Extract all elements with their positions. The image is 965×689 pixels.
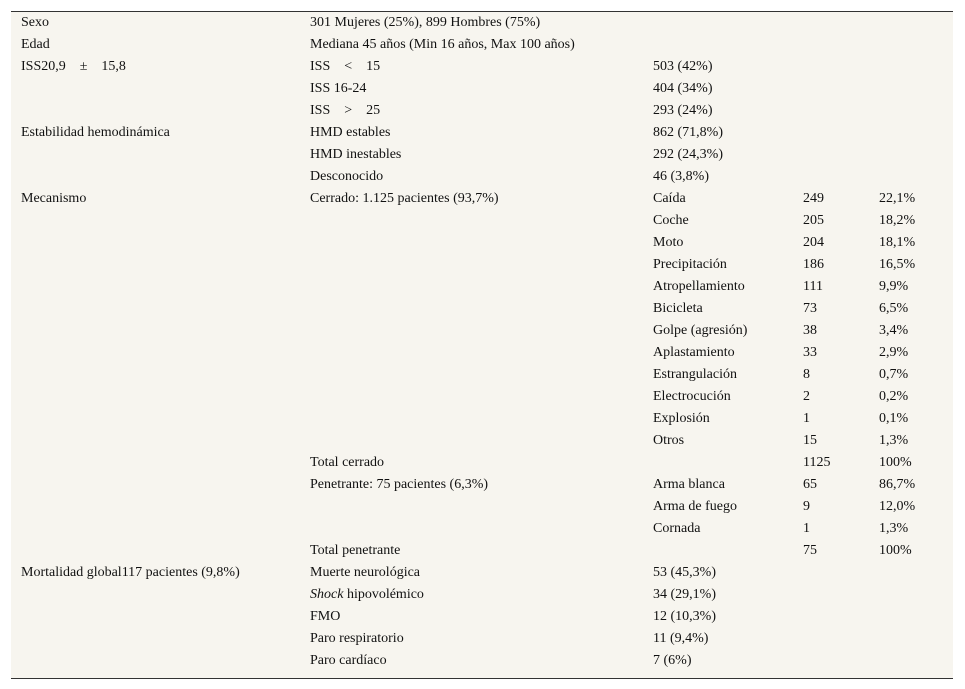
- table-cell: Arma blanca: [653, 477, 725, 492]
- table-cell: 0,7%: [879, 367, 909, 382]
- table-cell: 18,1%: [879, 235, 916, 250]
- table-cell: Muerte neurológica: [310, 565, 421, 580]
- table-cell: 204: [803, 235, 824, 250]
- table-cell: 249: [803, 191, 824, 206]
- table-cell: Edad: [21, 37, 50, 52]
- table-cell: 0,2%: [879, 389, 909, 404]
- table-cell: 100%: [879, 543, 912, 558]
- table-cell: 18,2%: [879, 213, 916, 228]
- table-cell: 1125: [803, 455, 831, 470]
- table-cell: Electrocución: [653, 389, 731, 404]
- table-cell: 1: [803, 521, 810, 536]
- table-cell: 503 (42%): [653, 59, 713, 74]
- table-cell: HMD estables: [310, 125, 391, 140]
- table-cell: 2,9%: [879, 345, 909, 360]
- table-cell: HMD inestables: [310, 147, 402, 162]
- table-cell: 86,7%: [879, 477, 916, 492]
- table-cell: 11 (9,4%): [653, 631, 709, 646]
- table-cell: 33: [803, 345, 817, 360]
- table-cell: 34 (29,1%): [653, 587, 716, 602]
- table-cell: Sexo: [21, 15, 49, 30]
- table-cell: Precipitación: [653, 257, 727, 272]
- table-cell: Explosión: [653, 411, 710, 426]
- table-cell: Penetrante: 75 pacientes (6,3%): [310, 477, 489, 492]
- table-cell: 1,3%: [879, 433, 909, 448]
- table-cell: FMO: [310, 609, 341, 624]
- table-cell: 12 (10,3%): [653, 609, 716, 624]
- cell-text: hipovolémico: [343, 587, 424, 602]
- table-cell: Estabilidad hemodinámica: [21, 125, 170, 140]
- table-cell: 8: [803, 367, 810, 382]
- table: Sexo 301 Mujeres (25%), 899 Hombres (75%)…: [11, 11, 953, 679]
- table-cell: Aplastamiento: [653, 345, 735, 360]
- table-cell: 862 (71,8%): [653, 125, 723, 140]
- table-cell: 404 (34%): [653, 81, 713, 96]
- table-cell: Cornada: [653, 521, 701, 536]
- table-cell: Cerrado: 1.125 pacientes (93,7%): [310, 191, 499, 206]
- table-cell: ISS 16-24: [310, 81, 367, 96]
- table-cell: 22,1%: [879, 191, 916, 206]
- table-cell: 38: [803, 323, 817, 338]
- table-cell: 301 Mujeres (25%), 899 Hombres (75%): [310, 15, 541, 30]
- table-cell: Estrangulación: [653, 367, 737, 382]
- table-cell: 6,5%: [879, 301, 909, 316]
- table-cell: 0,1%: [879, 411, 909, 426]
- table-cell: 12,0%: [879, 499, 916, 514]
- table-cell: 53 (45,3%): [653, 565, 716, 580]
- table-cell: 75: [803, 543, 817, 558]
- table-cell: 7 (6%): [653, 653, 692, 668]
- table-cell: 205: [803, 213, 824, 228]
- table-cell: 100%: [879, 455, 912, 470]
- table-cell: Desconocido: [310, 169, 384, 184]
- table-cell: ISS < 15: [310, 59, 381, 74]
- table-cell: 9,9%: [879, 279, 909, 294]
- table-cell: 15: [803, 433, 817, 448]
- table-cell: Bicicleta: [653, 301, 703, 316]
- table-cell: 292 (24,3%): [653, 147, 723, 162]
- table-cell: Paro cardíaco: [310, 653, 387, 668]
- table-cell: 16,5%: [879, 257, 916, 272]
- table-cell: 46 (3,8%): [653, 169, 709, 184]
- table-cell: Total penetrante: [310, 543, 401, 558]
- table-cell: 111: [803, 279, 823, 294]
- table-cell: 1,3%: [879, 521, 909, 536]
- table-cell: Paro respiratorio: [310, 631, 404, 646]
- table-cell: 293 (24%): [653, 103, 713, 118]
- table-cell: Total cerrado: [310, 455, 385, 470]
- table-cell: Atropellamiento: [653, 279, 745, 294]
- table-cell: Mortalidad global117 pacientes (9,8%): [21, 565, 240, 580]
- table-cell: Arma de fuego: [653, 499, 737, 514]
- table-cell: Mecanismo: [21, 191, 87, 206]
- table-cell: Caída: [653, 191, 686, 206]
- table-cell: 73: [803, 301, 817, 316]
- table-cell: ISS20,9 ± 15,8: [21, 59, 126, 74]
- table-cell: Coche: [653, 213, 689, 228]
- table-cell: 186: [803, 257, 824, 272]
- table-cell: 1: [803, 411, 810, 426]
- table-cell: Mediana 45 años (Min 16 años, Max 100 añ…: [310, 37, 575, 52]
- italic-text: Shock: [310, 587, 344, 602]
- table-cell: Moto: [653, 235, 684, 250]
- table-cell: 3,4%: [879, 323, 909, 338]
- table-cell: Golpe (agresión): [653, 323, 748, 338]
- table-cell: 2: [803, 389, 810, 404]
- table-cell: Shock hipovolémico: [310, 584, 424, 606]
- table-cell: ISS > 25: [310, 103, 381, 118]
- table-cell: 9: [803, 499, 810, 514]
- table-cell: Otros: [653, 433, 685, 448]
- table-cell: 65: [803, 477, 817, 492]
